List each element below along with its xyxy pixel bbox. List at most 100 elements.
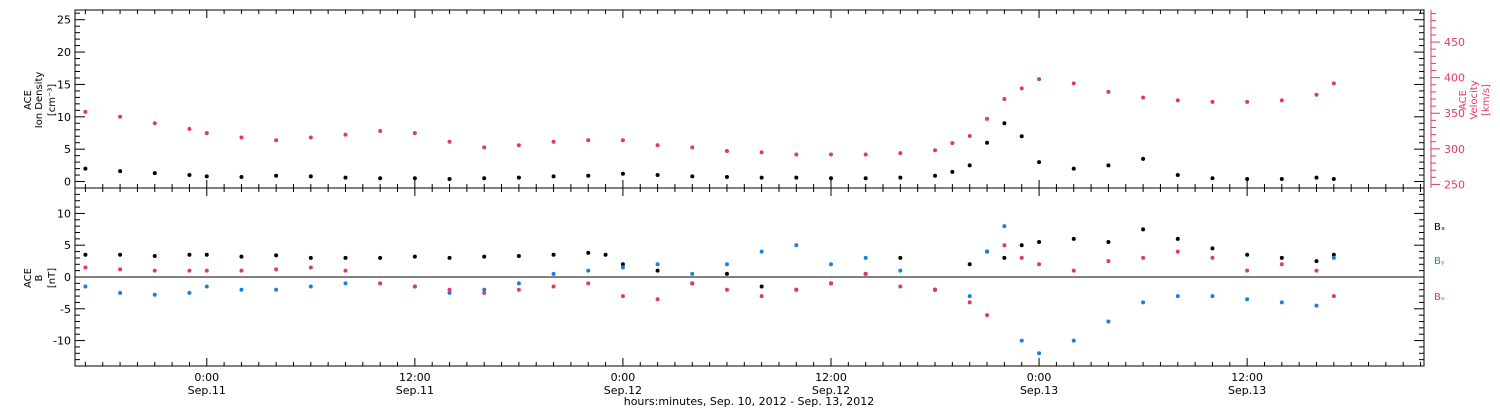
data-point (586, 138, 591, 143)
data-point (1106, 163, 1111, 168)
data-point (794, 175, 799, 180)
data-point (1071, 268, 1076, 273)
data-point (239, 174, 244, 179)
data-point (118, 290, 123, 295)
data-point (1037, 351, 1042, 356)
x-tick-date: Sep.11 (188, 384, 226, 397)
data-point (759, 150, 764, 155)
data-point (482, 290, 487, 295)
data-point (482, 176, 487, 181)
data-point (1037, 262, 1042, 267)
panel1-y2-axis: 250 300 350 400 450 (1430, 10, 1465, 191)
panel2-data (83, 224, 1336, 356)
data-point (482, 254, 487, 259)
data-point (152, 292, 157, 297)
data-point (1210, 176, 1215, 181)
panel2-label-line3: [nT] (47, 268, 58, 288)
data-point (1314, 175, 1319, 180)
data-point (985, 140, 990, 145)
panel1-label-line3: [cm⁻³] (47, 84, 58, 116)
data-point (516, 143, 521, 148)
data-point (950, 169, 955, 174)
data-point (378, 281, 383, 286)
data-point (187, 126, 192, 131)
data-point (308, 284, 313, 289)
data-point (274, 253, 279, 258)
data-point (985, 116, 990, 121)
data-point (1019, 86, 1024, 91)
data-point (239, 254, 244, 259)
panel1-data (83, 77, 1336, 181)
data-point (898, 255, 903, 260)
data-point (1106, 259, 1111, 264)
data-point (898, 268, 903, 273)
data-point (1331, 255, 1336, 260)
data-point (308, 265, 313, 270)
data-point (83, 109, 88, 114)
data-point (985, 249, 990, 254)
data-point (967, 262, 972, 267)
data-point (412, 284, 417, 289)
y-tick-label: 0 (64, 271, 71, 284)
y-tick-label: 20 (57, 46, 71, 59)
data-point (1071, 236, 1076, 241)
data-point (655, 173, 660, 178)
data-point (655, 268, 660, 273)
data-point (551, 284, 556, 289)
data-point (933, 287, 938, 292)
data-point (603, 252, 608, 257)
data-point (516, 254, 521, 259)
data-point (1071, 81, 1076, 86)
data-point (828, 281, 833, 286)
data-point (1019, 134, 1024, 139)
data-point (447, 255, 452, 260)
data-point (1002, 255, 1007, 260)
data-point (1175, 173, 1180, 178)
data-point (759, 249, 764, 254)
data-point (1141, 227, 1146, 232)
data-point (551, 139, 556, 144)
data-point (1210, 255, 1215, 260)
x-tick-date: Sep.12 (604, 384, 642, 397)
data-point (83, 166, 88, 171)
y2-tick-label: 350 (1444, 107, 1465, 120)
data-point (863, 271, 868, 276)
panel1-right-label-line3: [km/s] (1481, 84, 1492, 116)
data-point (187, 252, 192, 257)
data-point (1002, 121, 1007, 126)
data-point (83, 284, 88, 289)
data-point (1002, 97, 1007, 101)
data-point (828, 262, 833, 267)
data-point (1141, 300, 1146, 305)
data-point (378, 129, 383, 134)
data-point (343, 268, 348, 273)
data-point (967, 300, 972, 305)
panel1-right-label: ACE Velocity [km/s] (1458, 80, 1492, 119)
data-point (759, 294, 764, 299)
data-point (1279, 176, 1284, 181)
y2-tick-label: 400 (1444, 72, 1465, 85)
data-point (1175, 236, 1180, 241)
data-point (187, 290, 192, 295)
data-point (933, 173, 938, 178)
data-point (152, 121, 157, 126)
x-tick-label: 12:00 (1231, 371, 1263, 384)
data-point (655, 262, 660, 267)
data-point (724, 262, 729, 267)
data-point (898, 175, 903, 180)
data-point (1141, 95, 1146, 100)
data-point (1245, 297, 1250, 302)
panel1-right-label-line1: ACE (1458, 90, 1469, 110)
data-point (933, 148, 938, 153)
data-point (204, 131, 209, 136)
data-point (412, 254, 417, 259)
data-point (1245, 268, 1250, 273)
data-point (274, 173, 279, 178)
data-point (1175, 98, 1180, 103)
data-point (967, 134, 972, 139)
data-point (1331, 81, 1336, 86)
data-point (655, 297, 660, 302)
data-point (1314, 259, 1319, 264)
x-tick-label: 0:00 (194, 371, 219, 384)
